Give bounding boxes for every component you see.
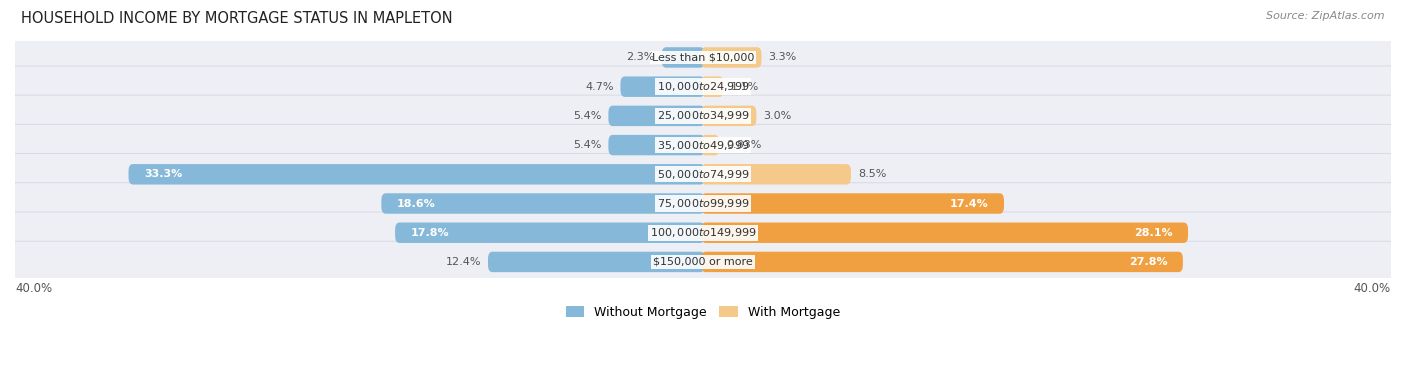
Text: 28.1%: 28.1% [1133,228,1173,238]
Legend: Without Mortgage, With Mortgage: Without Mortgage, With Mortgage [561,301,845,324]
Text: 4.7%: 4.7% [585,82,613,92]
FancyBboxPatch shape [10,241,1396,283]
FancyBboxPatch shape [620,77,704,97]
Text: 3.0%: 3.0% [763,111,792,121]
Text: 5.4%: 5.4% [574,111,602,121]
Text: $150,000 or more: $150,000 or more [654,257,752,267]
FancyBboxPatch shape [10,124,1396,166]
Text: 17.8%: 17.8% [411,228,450,238]
FancyBboxPatch shape [395,222,704,243]
FancyBboxPatch shape [128,164,704,184]
Text: 0.83%: 0.83% [725,140,761,150]
FancyBboxPatch shape [702,135,718,155]
Text: 1.1%: 1.1% [731,82,759,92]
FancyBboxPatch shape [10,212,1396,253]
Text: $25,000 to $34,999: $25,000 to $34,999 [657,109,749,123]
Text: $100,000 to $149,999: $100,000 to $149,999 [650,226,756,239]
FancyBboxPatch shape [488,252,704,272]
FancyBboxPatch shape [702,164,851,184]
FancyBboxPatch shape [609,135,704,155]
Text: HOUSEHOLD INCOME BY MORTGAGE STATUS IN MAPLETON: HOUSEHOLD INCOME BY MORTGAGE STATUS IN M… [21,11,453,26]
FancyBboxPatch shape [381,193,704,214]
Text: $10,000 to $24,999: $10,000 to $24,999 [657,80,749,93]
FancyBboxPatch shape [702,106,756,126]
FancyBboxPatch shape [10,66,1396,107]
Text: 40.0%: 40.0% [15,282,52,295]
Text: Less than $10,000: Less than $10,000 [652,52,754,63]
Text: 8.5%: 8.5% [858,169,886,179]
Text: 2.3%: 2.3% [627,52,655,63]
FancyBboxPatch shape [702,252,1182,272]
FancyBboxPatch shape [10,183,1396,224]
FancyBboxPatch shape [662,47,704,68]
Text: 18.6%: 18.6% [396,199,436,208]
FancyBboxPatch shape [702,222,1188,243]
FancyBboxPatch shape [702,77,724,97]
Text: 40.0%: 40.0% [1354,282,1391,295]
Text: 33.3%: 33.3% [143,169,183,179]
Text: $50,000 to $74,999: $50,000 to $74,999 [657,168,749,181]
Text: Source: ZipAtlas.com: Source: ZipAtlas.com [1267,11,1385,21]
Text: $75,000 to $99,999: $75,000 to $99,999 [657,197,749,210]
Text: 3.3%: 3.3% [768,52,797,63]
FancyBboxPatch shape [702,47,762,68]
FancyBboxPatch shape [10,95,1396,136]
Text: 12.4%: 12.4% [446,257,481,267]
FancyBboxPatch shape [10,153,1396,195]
FancyBboxPatch shape [702,193,1004,214]
FancyBboxPatch shape [10,37,1396,78]
FancyBboxPatch shape [609,106,704,126]
Text: 27.8%: 27.8% [1129,257,1167,267]
Text: $35,000 to $49,999: $35,000 to $49,999 [657,139,749,152]
Text: 17.4%: 17.4% [950,199,988,208]
Text: 5.4%: 5.4% [574,140,602,150]
